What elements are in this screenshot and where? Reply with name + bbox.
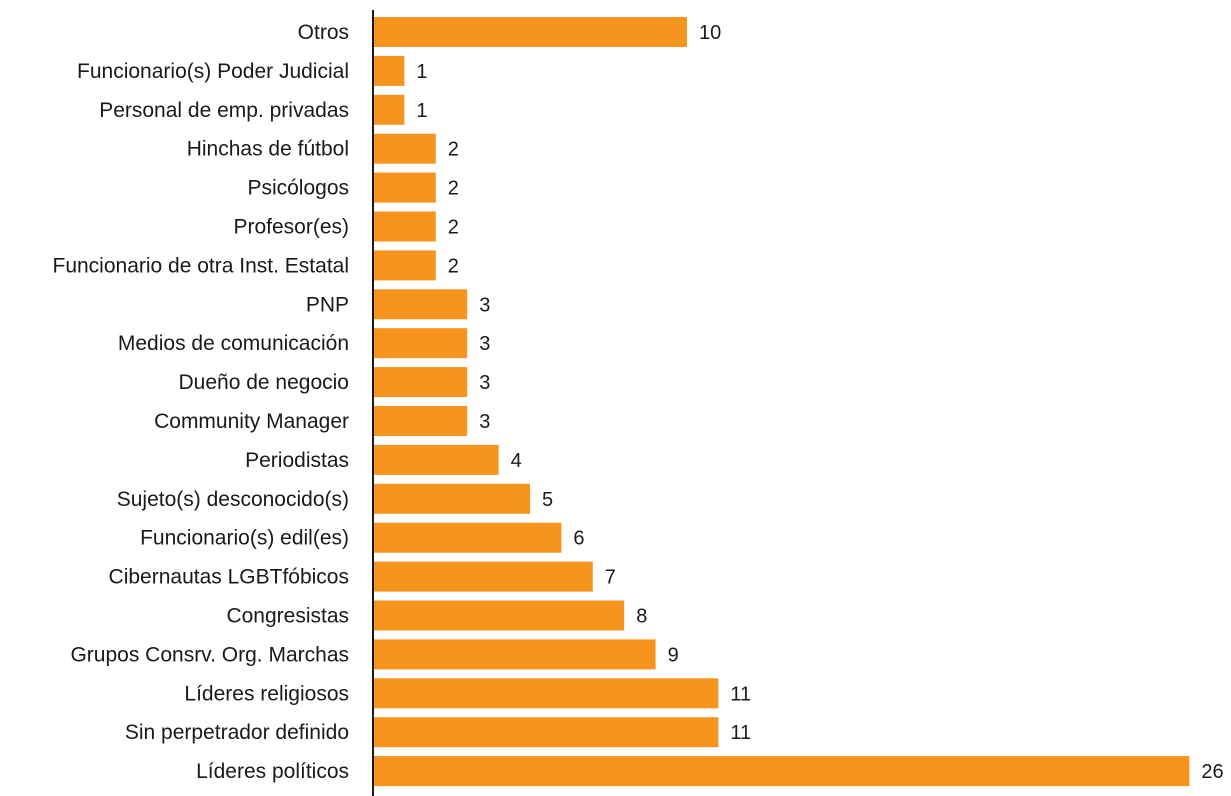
bar <box>373 717 719 748</box>
value-label: 9 <box>668 644 679 666</box>
value-label: 1 <box>416 61 427 83</box>
category-label: Grupos Consrv. Org. Marchas <box>70 643 349 666</box>
value-label: 3 <box>479 411 490 433</box>
bar <box>373 561 593 592</box>
value-label: 3 <box>479 333 490 355</box>
bar <box>373 522 562 553</box>
value-label: 2 <box>448 217 459 239</box>
value-label: 2 <box>448 139 459 161</box>
value-label: 1 <box>416 100 427 122</box>
bar <box>373 94 405 125</box>
bar <box>373 639 656 670</box>
category-label: Community Manager <box>154 410 349 433</box>
category-label: Líderes religiosos <box>184 682 349 705</box>
bar <box>373 250 436 281</box>
value-label: 5 <box>542 489 553 511</box>
category-label: Hinchas de fútbol <box>187 138 349 161</box>
bar <box>373 367 468 398</box>
category-label: Congresistas <box>226 605 349 628</box>
category-label: Personal de emp. privadas <box>99 99 349 122</box>
category-label: Cibernautas LGBTfóbicos <box>109 566 349 589</box>
value-label: 4 <box>511 450 522 472</box>
value-label: 7 <box>605 567 616 589</box>
category-label: Funcionario(s) edil(es) <box>140 527 349 550</box>
value-label: 3 <box>479 294 490 316</box>
category-label: PNP <box>306 293 349 316</box>
value-label: 2 <box>448 255 459 277</box>
bar <box>373 406 468 436</box>
category-label: Funcionario(s) Poder Judicial <box>77 60 349 83</box>
category-label: Líderes políticos <box>196 760 349 783</box>
category-label: Funcionario de otra Inst. Estatal <box>53 254 350 277</box>
value-label: 11 <box>730 722 751 744</box>
category-label: Medios de comunicación <box>118 332 349 355</box>
bar <box>373 289 468 320</box>
bar <box>373 756 1190 787</box>
bar <box>373 172 436 203</box>
bar <box>373 600 625 631</box>
bar <box>373 133 436 164</box>
category-label: Profesor(es) <box>233 216 349 239</box>
bar <box>373 55 405 86</box>
category-label: Periodistas <box>245 449 349 472</box>
value-label: 2 <box>448 178 459 200</box>
category-label: Otros <box>298 21 349 44</box>
category-labels-group: Otros Funcionario(s) Poder Judicial Person… <box>53 21 350 783</box>
value-label: 26 <box>1201 761 1223 783</box>
category-label: Psicólogos <box>247 177 349 200</box>
bar <box>373 444 499 475</box>
bar <box>373 678 719 709</box>
value-label: 8 <box>636 606 647 628</box>
category-label: Dueño de negocio <box>179 371 349 394</box>
bar <box>373 211 436 242</box>
bar <box>373 483 530 514</box>
value-label: 6 <box>573 528 584 550</box>
category-label: Sujeto(s) desconocido(s) <box>117 488 349 511</box>
bars-group <box>373 17 1190 787</box>
bar <box>373 17 687 47</box>
category-label: Sin perpetrador definido <box>125 721 349 744</box>
value-label: 11 <box>730 683 751 705</box>
value-label: 10 <box>699 22 721 44</box>
value-label: 3 <box>479 372 490 394</box>
bar <box>373 328 468 359</box>
